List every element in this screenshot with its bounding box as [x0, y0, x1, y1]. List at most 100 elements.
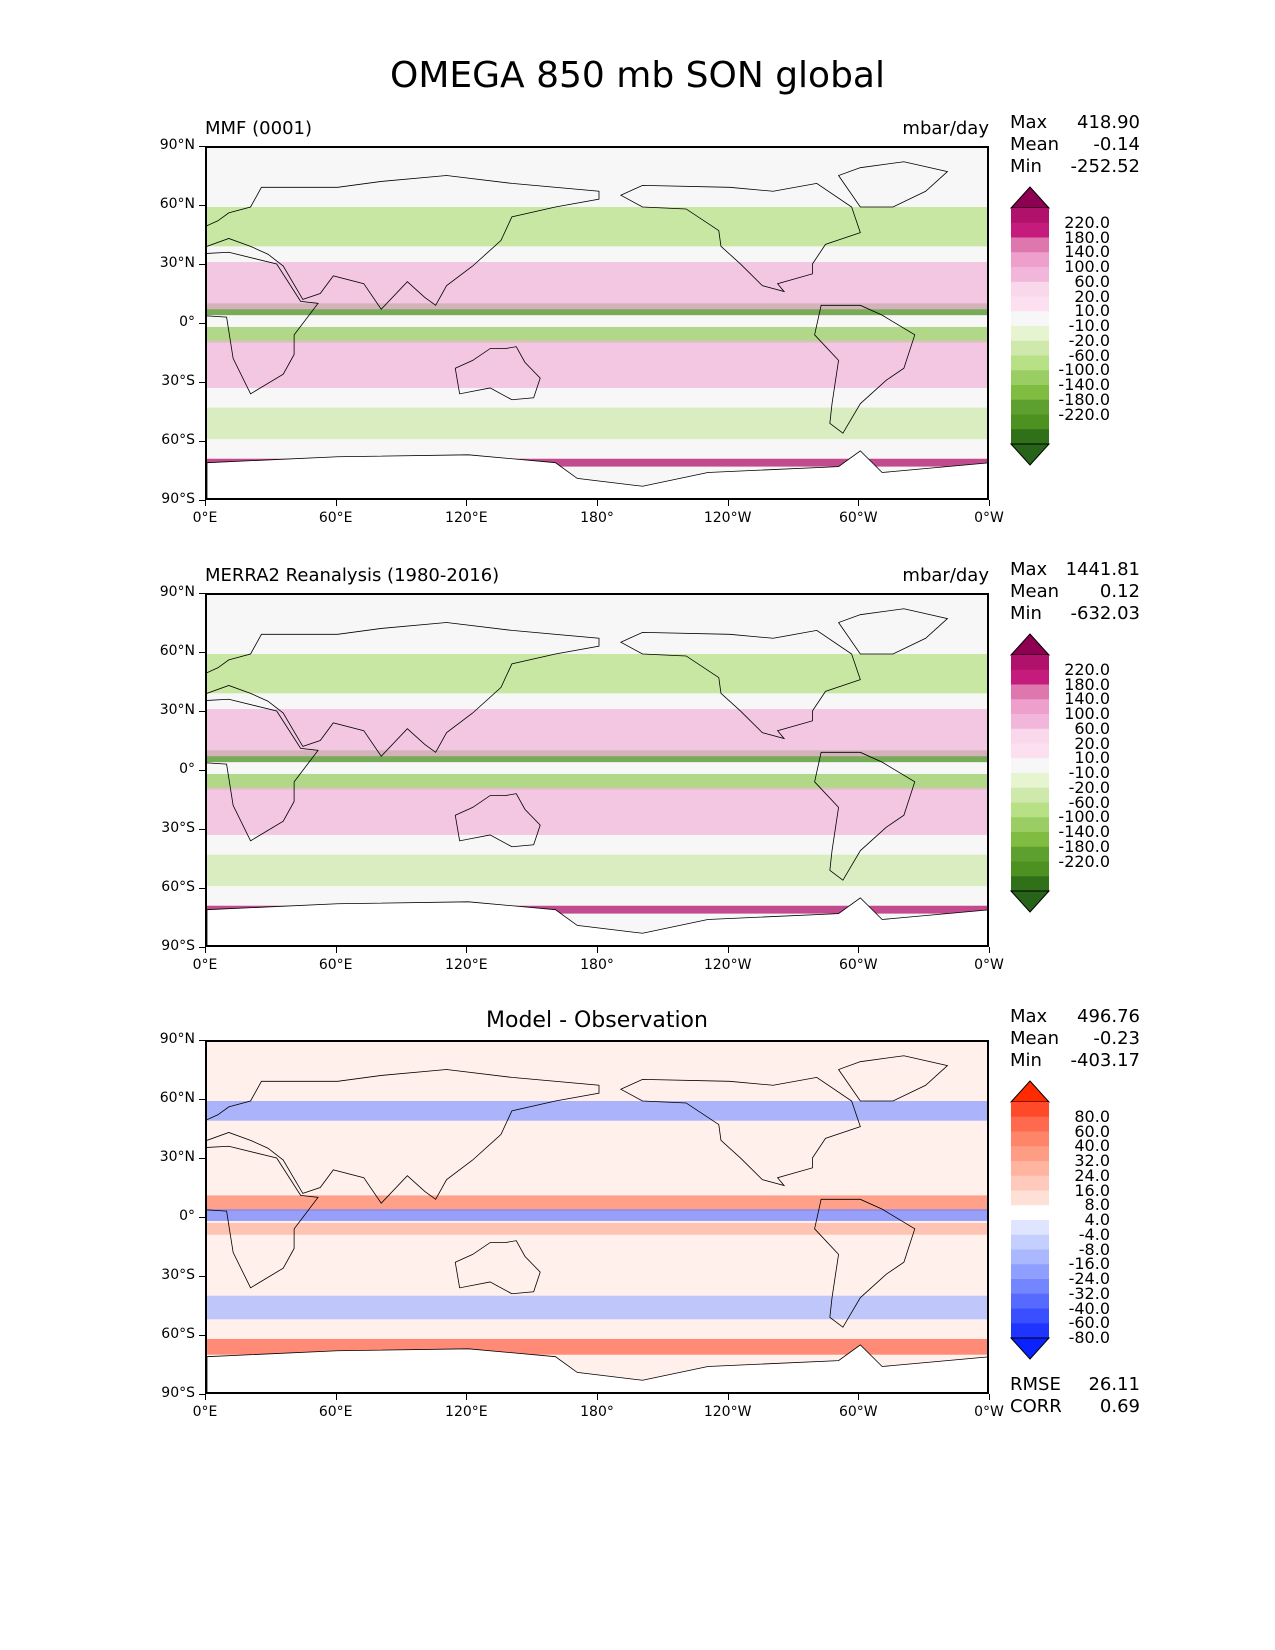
lon-tick — [727, 1394, 729, 1400]
colorbar-tick-label: -180.0 — [1058, 836, 1110, 856]
lat-tick-label: 90°S — [161, 491, 195, 507]
colorbar-segment — [1011, 1131, 1049, 1147]
colorbar-tick-label: 80.0 — [1074, 1106, 1110, 1126]
colorbar-segment — [1011, 399, 1049, 415]
lon-tick-label: 0°W — [974, 1404, 1004, 1420]
colorbar-tick-label: -140.0 — [1058, 375, 1110, 394]
colorbar-tick-label: -32.0 — [1068, 1283, 1110, 1303]
lon-tick — [858, 500, 860, 506]
lon-tick — [989, 947, 990, 953]
colorbar-max-extend — [1010, 633, 1050, 656]
lon-tick-label: 120°W — [703, 510, 752, 526]
lon-tick-label: 60°W — [838, 1404, 878, 1420]
colorbar-tick-label: 10.0 — [1074, 748, 1110, 768]
lon-tick-label: 60°W — [838, 510, 878, 526]
colorbar-tick-label: 60.0 — [1074, 271, 1110, 291]
lon-tick — [335, 500, 337, 506]
colorbar-tick-label: -100.0 — [1058, 807, 1110, 827]
lon-tick-label: 60°E — [318, 510, 353, 526]
stat-name: Mean — [1010, 581, 1060, 602]
coastline — [619, 1076, 861, 1187]
lon-tick-label: 120°E — [445, 957, 488, 973]
field-band — [207, 905, 987, 914]
colorbar-tick-label: 220.0 — [1064, 212, 1110, 232]
colorbar-segment — [1011, 1102, 1049, 1118]
colorbar-tick-label: -24.0 — [1068, 1269, 1110, 1288]
coastline — [207, 1145, 319, 1289]
lat-tick-label: 30°S — [161, 820, 195, 836]
colorbar-tick-label: 16.0 — [1074, 1180, 1110, 1200]
stat-name: Max — [1010, 559, 1048, 580]
lat-tick — [199, 323, 205, 324]
colorbar-segment — [1011, 252, 1049, 268]
field-band — [207, 1195, 987, 1212]
colorbar-max-extend — [1010, 1080, 1050, 1103]
lat-tick — [199, 1040, 205, 1041]
lon-tick — [466, 1394, 468, 1400]
stat-name: Min — [1010, 603, 1042, 624]
colorbar-segment — [1011, 876, 1049, 892]
colorbar-segment — [1011, 699, 1049, 715]
lat-tick-label: 60°S — [161, 879, 195, 895]
lon-tick-label: 180° — [580, 957, 614, 973]
coastline — [207, 251, 319, 395]
colorbar-tick-label: 180.0 — [1064, 227, 1110, 247]
lon-tick-label: 0°E — [192, 510, 218, 526]
stat-value: -0.14 — [1093, 134, 1140, 155]
lat-tick-label: 60°N — [159, 643, 195, 659]
coastline — [814, 751, 916, 881]
colorbar-segment — [1011, 340, 1049, 356]
colorbar-tick-label: -10.0 — [1068, 316, 1110, 335]
field-band — [207, 458, 987, 467]
lat-tick-label: 90°S — [161, 938, 195, 954]
error-stats-block: RMSE 26.11 CORR 0.69 — [1010, 1374, 1140, 1418]
colorbar-tick-label: -20.0 — [1068, 330, 1110, 350]
lat-tick — [199, 829, 205, 830]
lon-tick — [597, 947, 598, 953]
stat-row: Max 418.90 — [1010, 112, 1140, 134]
field-band — [207, 407, 987, 440]
colorbar-tick-label: -10.0 — [1068, 763, 1110, 782]
coastline — [619, 629, 861, 740]
map-panel-model — [205, 146, 989, 500]
colorbar — [1010, 633, 1050, 913]
colorbar-tick-label: 220.0 — [1064, 659, 1110, 679]
lon-tick — [466, 947, 468, 953]
coastline — [814, 1198, 916, 1328]
stats-block: Max 496.76 Mean -0.23 Min -403.17 — [1010, 1006, 1140, 1072]
colorbar-segment — [1011, 832, 1049, 848]
lon-tick — [727, 947, 729, 953]
units-label: mbar/day — [902, 118, 989, 139]
lon-tick-label: 120°E — [445, 510, 488, 526]
lat-tick — [199, 888, 205, 889]
coastline — [207, 897, 987, 945]
stat-value: 0.12 — [1099, 581, 1140, 602]
colorbar-segment — [1011, 1146, 1049, 1162]
lat-tick-label: 30°S — [161, 373, 195, 389]
stat-row: Mean -0.14 — [1010, 134, 1140, 156]
stats-block: Max 418.90 Mean -0.14 Min -252.52 — [1010, 112, 1140, 178]
colorbar-segment — [1011, 1220, 1049, 1236]
lat-tick-label: 30°N — [159, 255, 195, 271]
lat-tick — [199, 770, 205, 771]
colorbar-segment — [1011, 817, 1049, 833]
lat-tick-label: 60°N — [159, 1090, 195, 1106]
stat-row: Mean 0.12 — [1010, 581, 1140, 603]
lat-tick-label: 90°S — [161, 1385, 195, 1401]
coastline — [207, 175, 600, 310]
colorbar-tick-label: -60.0 — [1068, 345, 1110, 365]
coastline — [207, 1069, 600, 1204]
stat-value: -0.23 — [1093, 1028, 1140, 1049]
coastline — [837, 161, 949, 208]
lon-tick-label: 60°W — [838, 957, 878, 973]
lon-tick — [466, 500, 468, 506]
lon-tick-label: 180° — [580, 1404, 614, 1420]
colorbar-segment — [1011, 758, 1049, 774]
coastline — [454, 1240, 541, 1295]
stat-value: -252.52 — [1070, 156, 1140, 177]
map-field-svg — [207, 1042, 987, 1392]
colorbar-tick-label: 20.0 — [1074, 733, 1110, 753]
colorbar-segment — [1011, 1205, 1049, 1221]
colorbar-min-extend — [1010, 1337, 1050, 1360]
colorbar-segment — [1011, 1161, 1049, 1177]
